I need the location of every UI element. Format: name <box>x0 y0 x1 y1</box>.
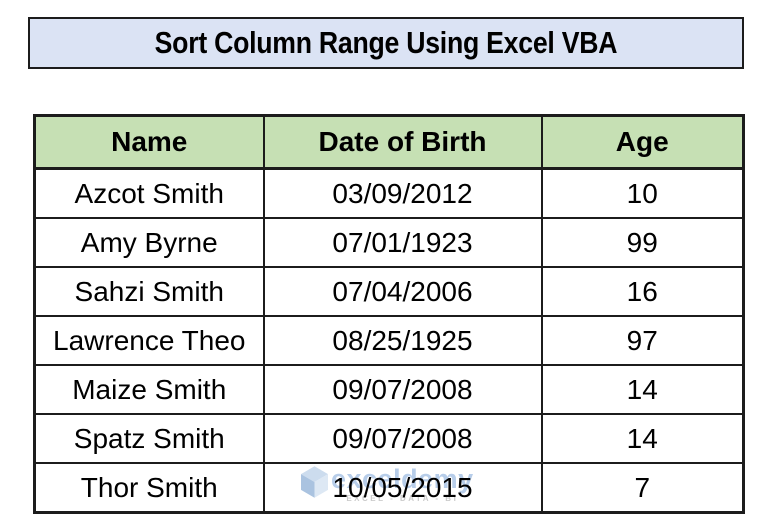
table-row: Lawrence Theo 08/25/1925 97 <box>33 315 745 366</box>
cell-age: 7 <box>540 462 745 514</box>
cell-dob: 07/04/2006 <box>262 266 543 317</box>
cell-name: Azcot Smith <box>33 167 265 219</box>
cell-age: 99 <box>540 217 745 268</box>
cell-name: Maize Smith <box>33 364 265 415</box>
cell-age: 97 <box>540 315 745 366</box>
table-row: Azcot Smith 03/09/2012 10 <box>33 167 745 219</box>
title-banner: Sort Column Range Using Excel VBA <box>28 17 744 69</box>
cell-name: Amy Byrne <box>33 217 265 268</box>
header-row: Name Date of Birth Age <box>33 114 745 170</box>
cell-dob: 08/25/1925 <box>262 315 543 366</box>
cell-dob: 09/07/2008 <box>262 413 543 464</box>
column-header-name: Name <box>33 114 265 170</box>
cell-dob: 07/01/1923 <box>262 217 543 268</box>
cell-name: Lawrence Theo <box>33 315 265 366</box>
table-row: Amy Byrne 07/01/1923 99 <box>33 217 745 268</box>
cell-dob: 09/07/2008 <box>262 364 543 415</box>
page-title: Sort Column Range Using Excel VBA <box>154 25 618 60</box>
data-table: Name Date of Birth Age Azcot Smith 03/09… <box>33 114 745 514</box>
cell-age: 10 <box>540 167 745 219</box>
column-header-dob: Date of Birth <box>262 114 543 170</box>
cell-age: 14 <box>540 364 745 415</box>
cell-dob: 03/09/2012 <box>262 167 543 219</box>
table-row: Thor Smith 10/05/2015 7 <box>33 462 745 514</box>
cell-age: 16 <box>540 266 745 317</box>
cell-name: Thor Smith <box>33 462 265 514</box>
cell-dob: 10/05/2015 <box>262 462 543 514</box>
cell-age: 14 <box>540 413 745 464</box>
table-row: Maize Smith 09/07/2008 14 <box>33 364 745 415</box>
cell-name: Spatz Smith <box>33 413 265 464</box>
column-header-age: Age <box>540 114 745 170</box>
table-row: Spatz Smith 09/07/2008 14 <box>33 413 745 464</box>
table-row: Sahzi Smith 07/04/2006 16 <box>33 266 745 317</box>
cell-name: Sahzi Smith <box>33 266 265 317</box>
